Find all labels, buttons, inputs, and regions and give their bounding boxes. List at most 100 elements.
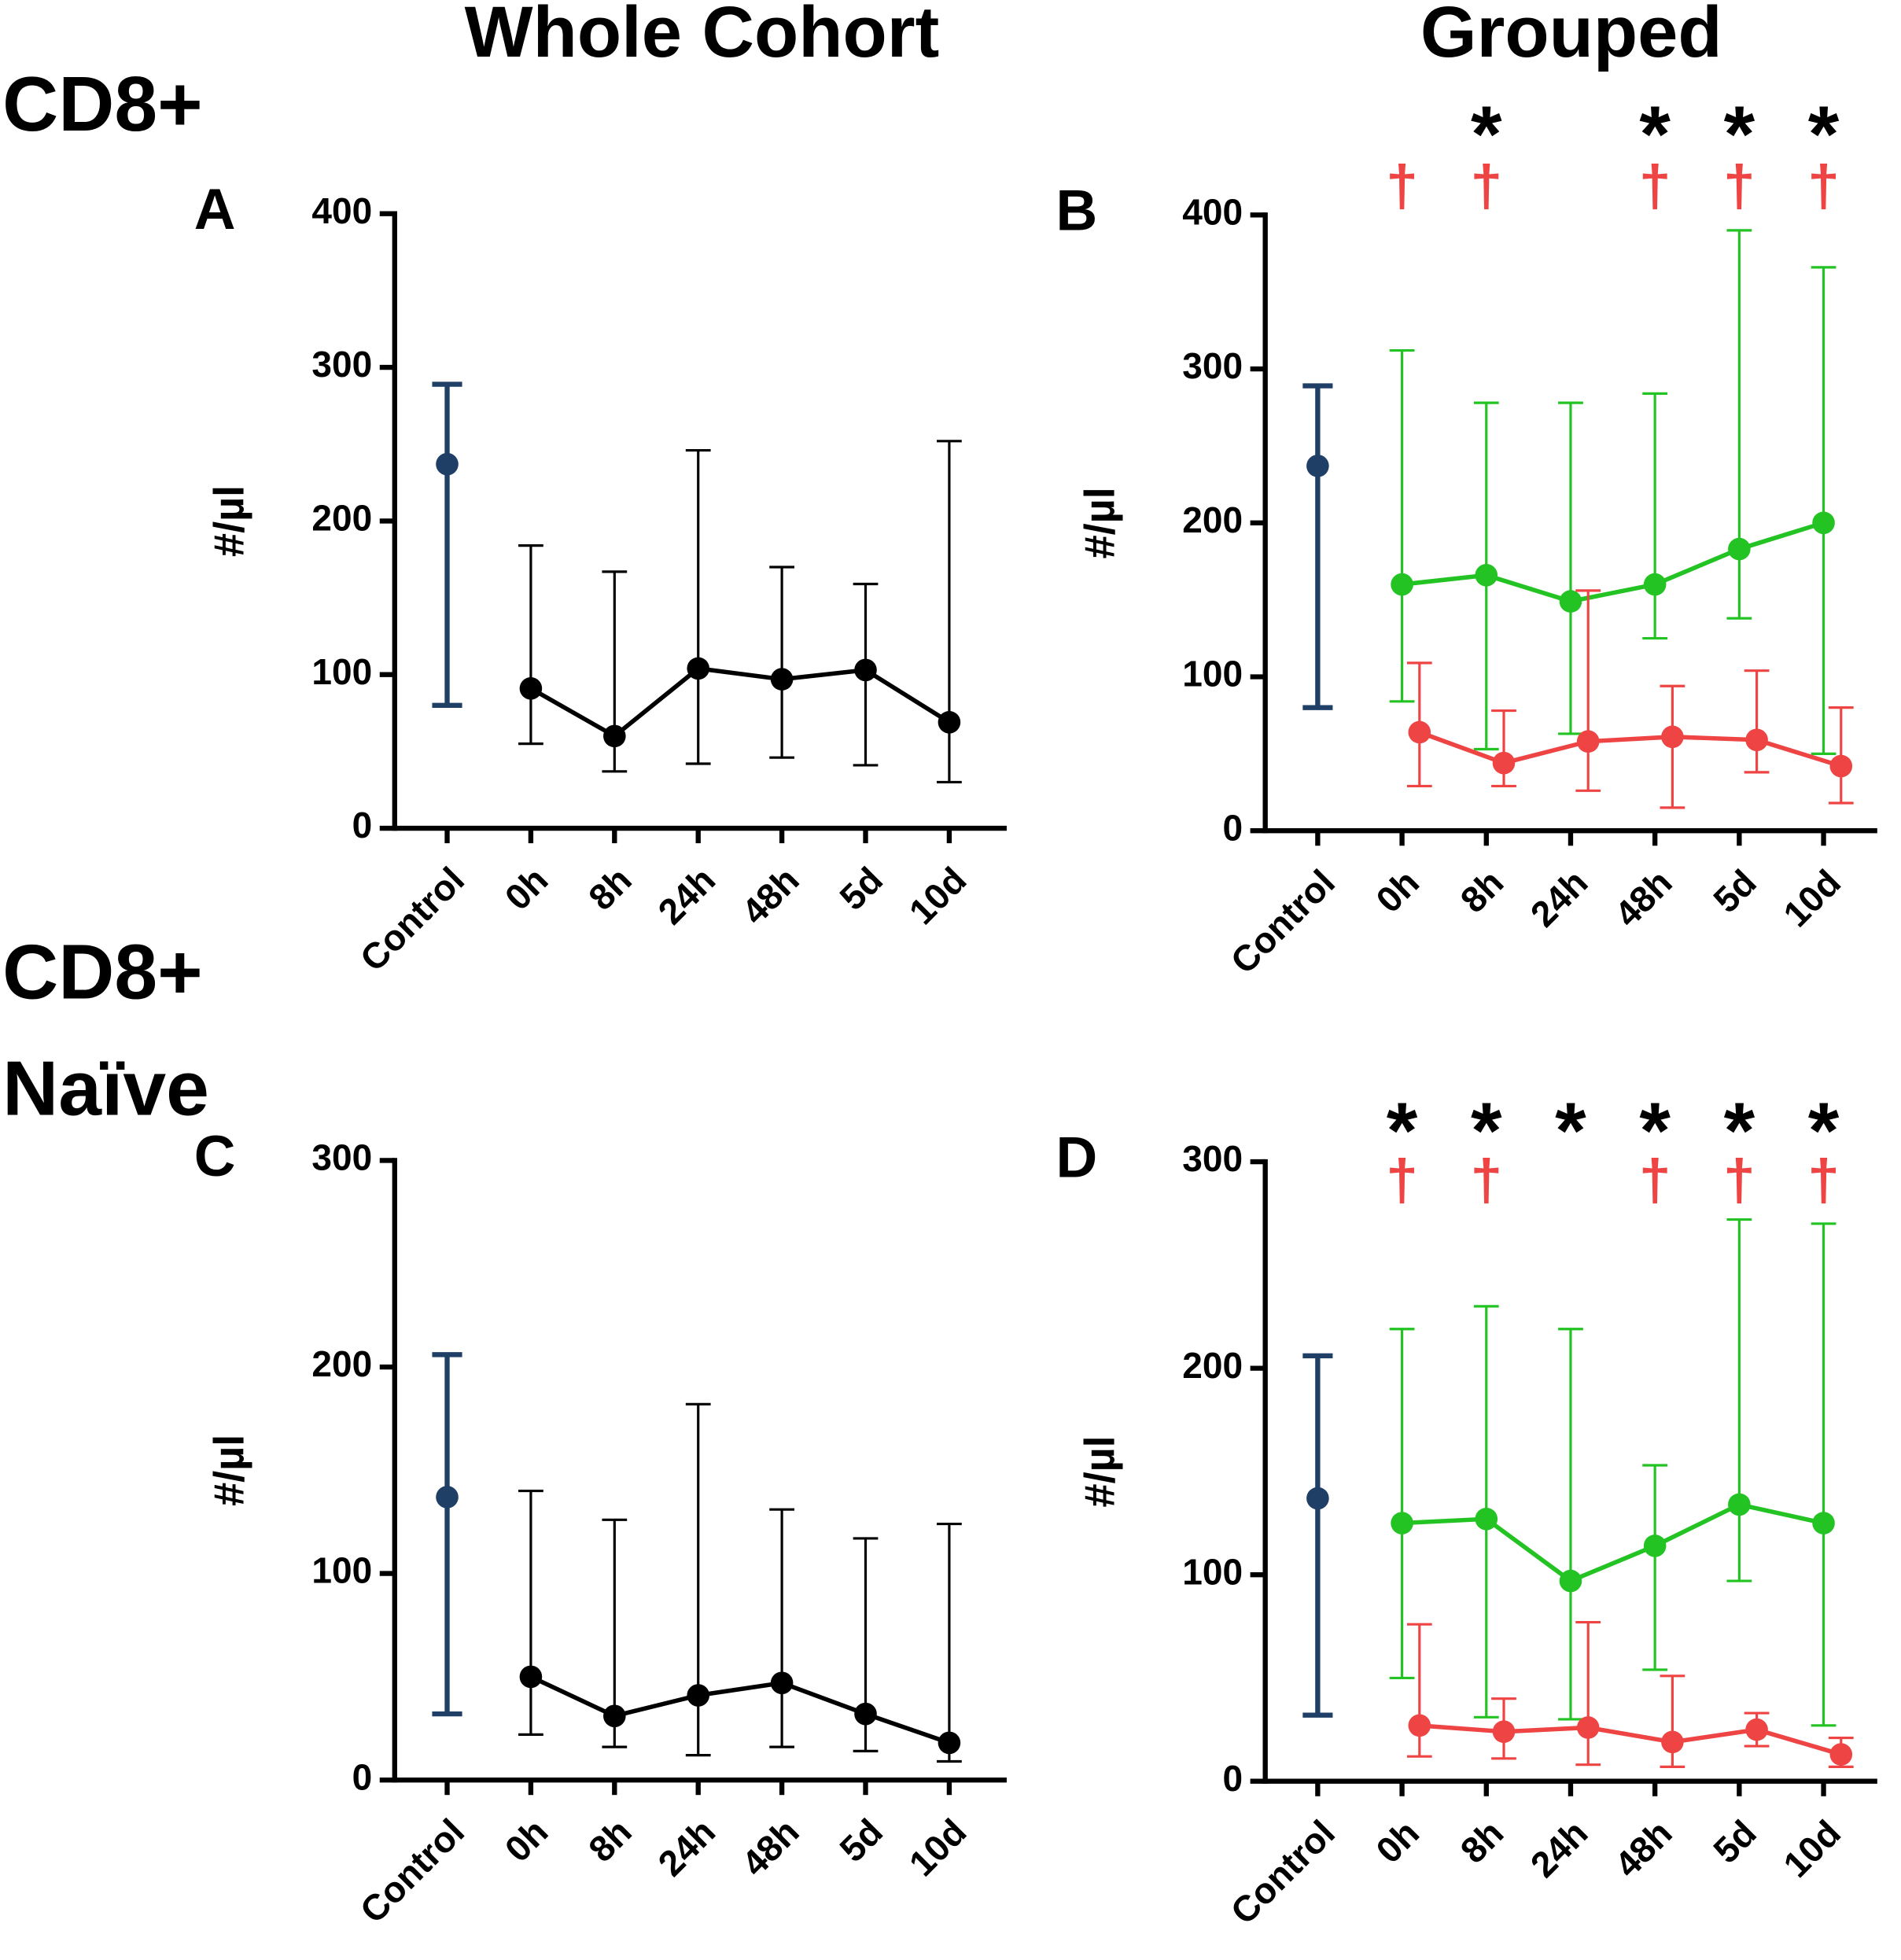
error-bar bbox=[1642, 1464, 1668, 1671]
point bbox=[1306, 455, 1329, 477]
significance-star: * bbox=[1808, 89, 1840, 179]
point bbox=[1812, 511, 1835, 535]
error-bar bbox=[1575, 589, 1601, 792]
x-tick-label: 0h bbox=[497, 1811, 556, 1870]
y-tick-label: 300 bbox=[1182, 1138, 1243, 1179]
x-tick-label: 8h bbox=[580, 1811, 639, 1870]
point bbox=[687, 1684, 710, 1707]
y-tick-label: 400 bbox=[311, 190, 372, 231]
y-tick-label: 200 bbox=[311, 498, 372, 539]
series-line bbox=[529, 666, 951, 739]
significance-dagger: † bbox=[1470, 1148, 1502, 1212]
point bbox=[854, 658, 877, 682]
error-bar bbox=[1744, 669, 1770, 774]
point bbox=[519, 1665, 543, 1689]
point bbox=[1643, 573, 1667, 596]
x-tick-label: Control bbox=[352, 859, 473, 979]
x-tick-label: 10d bbox=[1775, 1812, 1848, 1885]
y-tick-label: 0 bbox=[1222, 1758, 1243, 1799]
point bbox=[1475, 564, 1498, 587]
x-tick-label: Control bbox=[352, 1811, 473, 1931]
error-bar bbox=[769, 566, 794, 759]
panel-label: C bbox=[194, 1125, 236, 1188]
error-bar bbox=[769, 1508, 794, 1748]
point bbox=[1745, 728, 1768, 752]
series-line bbox=[1402, 521, 1825, 604]
series-line bbox=[529, 1674, 950, 1745]
error-bar bbox=[685, 448, 711, 765]
point bbox=[603, 1704, 626, 1728]
x-tick-label: 10d bbox=[1775, 861, 1848, 934]
significance-dagger: † bbox=[1470, 154, 1502, 218]
y-axis-label: #/µl bbox=[1077, 487, 1124, 558]
significance-star: * bbox=[1387, 1085, 1418, 1175]
point bbox=[1643, 1534, 1667, 1557]
y-tick-label: 200 bbox=[1182, 499, 1243, 540]
y-tick-label: 0 bbox=[352, 805, 373, 846]
series-line bbox=[1418, 730, 1842, 768]
significance-dagger: † bbox=[1723, 1148, 1755, 1212]
point bbox=[1576, 1716, 1600, 1739]
significance-star: * bbox=[1724, 89, 1755, 179]
point bbox=[1492, 751, 1516, 775]
significance-dagger: † bbox=[1386, 154, 1418, 218]
point bbox=[436, 1486, 459, 1509]
y-tick-label: 100 bbox=[311, 651, 372, 692]
error-bar bbox=[432, 381, 462, 708]
significance-dagger: † bbox=[1807, 154, 1840, 218]
y-tick-label: 200 bbox=[1182, 1345, 1243, 1386]
significance-dagger: † bbox=[1639, 154, 1671, 218]
significance-star: * bbox=[1471, 1085, 1502, 1175]
x-tick-label: Control bbox=[1222, 1812, 1343, 1932]
x-tick-label: 24h bbox=[650, 1811, 723, 1884]
x-tick-label: 8h bbox=[1453, 861, 1512, 920]
y-tick-label: 400 bbox=[1182, 191, 1243, 232]
point bbox=[436, 452, 459, 476]
column-title: Grouped bbox=[1420, 0, 1722, 72]
error-bar bbox=[1642, 392, 1668, 640]
x-tick-label: 0h bbox=[1368, 861, 1427, 920]
point bbox=[1745, 1718, 1768, 1741]
error-bar bbox=[1726, 1218, 1752, 1582]
x-tick-label: 0h bbox=[1368, 1812, 1427, 1871]
error-bar bbox=[1389, 348, 1415, 703]
x-tick-label: 5d bbox=[1705, 861, 1764, 920]
x-tick-label: 48h bbox=[734, 1811, 807, 1884]
row-title: CD8+ bbox=[2, 61, 202, 147]
point bbox=[1829, 754, 1853, 778]
error-bar bbox=[1558, 1328, 1583, 1721]
error-bar bbox=[1558, 401, 1583, 735]
x-tick-label: 8h bbox=[580, 859, 639, 918]
y-tick-label: 200 bbox=[311, 1343, 372, 1384]
point bbox=[1559, 1569, 1582, 1593]
significance-dagger: † bbox=[1807, 1148, 1840, 1212]
point bbox=[770, 668, 794, 691]
error-bar bbox=[432, 1352, 462, 1717]
y-tick-label: 100 bbox=[311, 1550, 372, 1591]
error-bar bbox=[518, 1489, 543, 1736]
significance-star: * bbox=[1724, 1085, 1755, 1175]
x-tick-label: 5d bbox=[1705, 1812, 1764, 1871]
significance-star: * bbox=[1471, 89, 1502, 179]
point bbox=[1391, 1512, 1413, 1534]
significance-star: * bbox=[1639, 1085, 1671, 1175]
point bbox=[770, 1671, 794, 1695]
point bbox=[1408, 720, 1431, 744]
error-bar bbox=[1302, 1353, 1333, 1718]
y-tick-label: 0 bbox=[352, 1756, 373, 1797]
point bbox=[1391, 573, 1413, 596]
point bbox=[1559, 590, 1582, 613]
error-bar bbox=[937, 1522, 962, 1763]
y-tick-label: 300 bbox=[311, 1137, 372, 1178]
point bbox=[1728, 537, 1751, 561]
panel-label: D bbox=[1056, 1126, 1098, 1189]
y-axis-label: #/µl bbox=[1077, 1435, 1124, 1507]
y-tick-label: 100 bbox=[1182, 1551, 1243, 1592]
error-bar bbox=[518, 544, 543, 746]
panel-label: B bbox=[1056, 179, 1098, 243]
point bbox=[1812, 1512, 1835, 1534]
point bbox=[1492, 1720, 1516, 1744]
panel-label: A bbox=[194, 178, 236, 241]
point bbox=[1475, 1507, 1498, 1531]
